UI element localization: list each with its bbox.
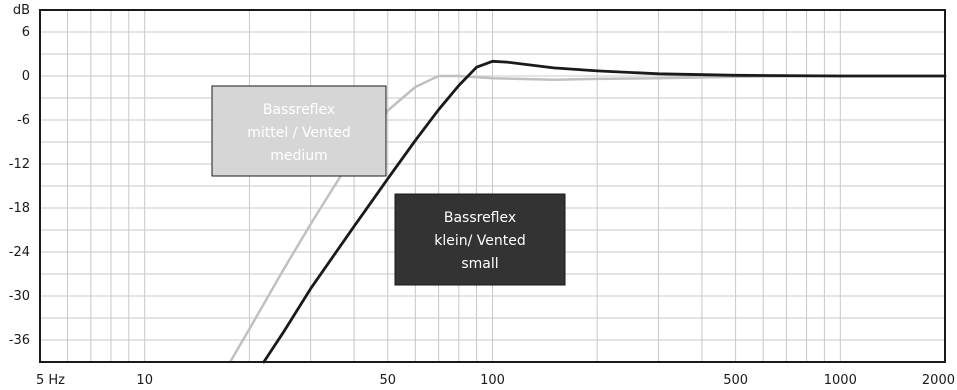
- y-tick-label: -24: [9, 245, 30, 260]
- grid: [39, 9, 946, 363]
- label-box-text: Bassreflex: [444, 210, 516, 226]
- y-axis-ticks: dB 6 0 -6 -12 -18 -24 -30 -36: [9, 3, 30, 348]
- series-label-box-vented-medium: Bassreflex mittel / Vented medium: [211, 85, 387, 177]
- series-lines: [228, 59, 947, 364]
- series-line-vented-small: [262, 59, 947, 364]
- x-axis-ticks: 5 Hz 10 50 100 500 1000 2000: [36, 373, 955, 388]
- y-axis-unit-label: dB: [13, 3, 30, 18]
- y-tick-label: -30: [9, 289, 30, 304]
- label-box-text: Bassreflex: [263, 102, 335, 118]
- label-box-text: small: [461, 256, 498, 272]
- series-line-vented-medium: [228, 74, 947, 364]
- y-tick-label: -6: [17, 113, 30, 128]
- label-box-text: medium: [270, 148, 328, 164]
- x-tick-label: 100: [480, 373, 505, 388]
- plot-frame: [39, 9, 946, 363]
- y-tick-label: 6: [22, 25, 30, 40]
- series-label-box-vented-small: Bassreflex klein/ Vented small: [394, 193, 566, 286]
- label-box-text: mittel / Vented: [247, 125, 351, 141]
- x-tick-label: 5 Hz: [36, 373, 65, 388]
- y-tick-label: -36: [9, 333, 30, 348]
- x-tick-label: 10: [136, 373, 153, 388]
- x-tick-label: 1000: [824, 373, 857, 388]
- y-tick-label: -12: [9, 157, 30, 172]
- plot-border: [39, 9, 946, 363]
- y-tick-label: 0: [22, 69, 30, 84]
- y-tick-label: -18: [9, 201, 30, 216]
- label-box-text: klein/ Vented: [434, 233, 526, 249]
- x-tick-label: 50: [380, 373, 397, 388]
- x-tick-label: 2000: [922, 373, 955, 388]
- label-box-background: [211, 85, 387, 177]
- x-tick-label: 500: [723, 373, 748, 388]
- label-box-background: [394, 193, 566, 286]
